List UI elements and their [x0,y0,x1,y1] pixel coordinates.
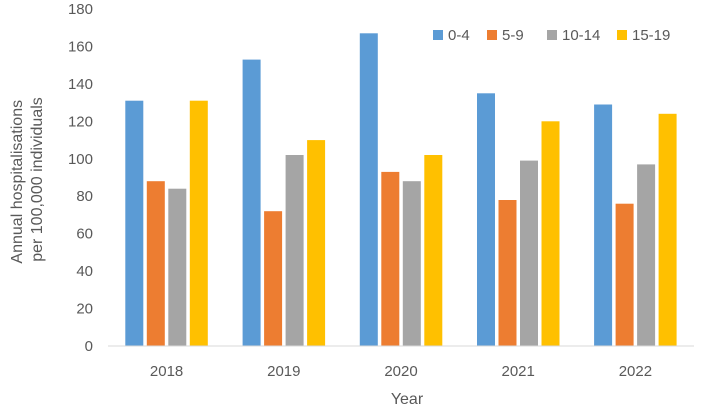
bar-10-14-2022 [637,164,656,346]
bar-0-4-2018 [125,100,144,346]
y-tick-label: 160 [68,38,93,55]
bar-0-4-2022 [594,104,613,346]
y-axis-title: Annual hospitalisations per 100,000 indi… [9,95,46,263]
legend-label-0-4: 0-4 [448,27,470,44]
y-tick-label: 140 [68,76,93,93]
legend-label-5-9: 5-9 [502,27,524,44]
y-axis-ticks: 0 20 40 60 80 100 120 140 160 180 [68,1,93,355]
bar-5-9-2022 [615,203,634,346]
bar-0-4-2021 [477,93,495,347]
bar-0-4-2020 [359,33,378,347]
x-tick-label: 2022 [619,363,652,380]
y-tick-label: 80 [76,188,93,205]
legend-label-10-14: 10-14 [562,27,600,44]
bar-10-14-2021 [520,160,538,346]
legend-label-15-19: 15-19 [632,27,670,44]
y-axis-title-line-1: Annual hospitalisations [9,100,26,264]
legend-swatch-0-4 [433,30,443,40]
legend-swatch-15-19 [617,30,627,40]
bar-5-9-2018 [146,181,165,346]
y-tick-label: 120 [68,113,93,130]
bar-15-19-2020 [424,155,443,346]
x-tick-label: 2020 [384,363,417,380]
bar-10-14-2020 [402,181,421,346]
bar-15-19-2018 [189,100,208,346]
y-tick-label: 180 [68,1,93,18]
bar-0-4-2019 [242,59,261,346]
bar-15-19-2021 [541,121,560,346]
bar-5-9-2021 [498,200,517,346]
y-tick-label: 60 [76,226,93,243]
x-tick-label: 2021 [502,363,535,380]
bar-5-9-2020 [381,171,400,346]
bar-15-19-2022 [658,113,677,346]
bar-15-19-2019 [307,140,326,346]
x-tick-label: 2019 [267,363,300,380]
legend-swatch-10-14 [547,30,557,40]
x-axis-title: Year [391,391,424,408]
legend-swatch-5-9 [487,30,497,40]
y-tick-label: 20 [76,301,93,318]
y-tick-label: 40 [76,263,93,280]
bar-10-14-2019 [285,155,304,346]
y-tick-label: 100 [68,151,93,168]
bar-5-9-2019 [264,211,283,346]
bars [125,33,677,347]
y-axis-title-line-2: per 100,000 individuals [29,97,46,262]
legend: 0-4 5-9 10-14 15-19 [433,27,670,44]
y-tick-label: 0 [85,338,93,355]
bar-10-14-2018 [168,188,187,346]
x-axis-ticks: 2018 2019 2020 2021 2022 [150,363,652,380]
x-tick-label: 2018 [150,363,183,380]
